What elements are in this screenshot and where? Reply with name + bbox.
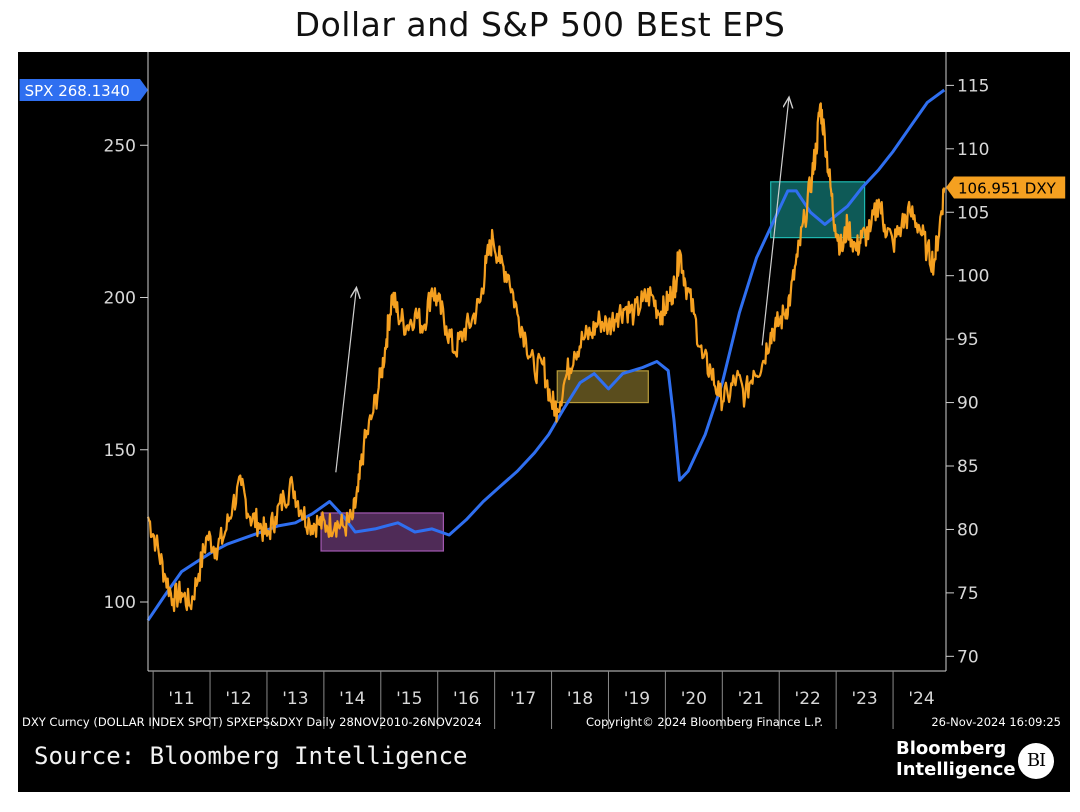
footer-copyright: Copyright© 2024 Bloomberg Finance L.P. bbox=[586, 715, 823, 729]
series-line-dxy bbox=[146, 102, 946, 613]
value-tag-text: SPX 268.1340 bbox=[25, 82, 130, 100]
x-tick-label: '20 bbox=[681, 689, 707, 709]
value-tag-shape bbox=[19, 79, 148, 102]
dollar-spx-eps-chart: 100 150 200 250 70 75 80 85 90 95 100 105 110 115 '11 '… bbox=[19, 52, 1066, 729]
footer-ticker-text: DXY Curncy (DOLLAR INDEX SPOT) SPXEPS&DX… bbox=[22, 715, 482, 729]
chart-title: Dollar and S&P 500 BEst EPS bbox=[294, 5, 786, 44]
highlight-box-1 bbox=[320, 512, 445, 552]
right-tick-label: 80 bbox=[957, 520, 979, 540]
left-tick-label: 250 bbox=[104, 136, 136, 156]
spx-last-value-tag: SPX 268.1340 bbox=[19, 79, 148, 102]
left-tick-label: 100 bbox=[104, 593, 136, 613]
chart-panel: 100 150 200 250 70 75 80 85 90 95 100 105 110 115 '11 '… bbox=[18, 52, 1070, 792]
series-line-spx bbox=[146, 88, 946, 622]
trend-arrow-2 bbox=[761, 98, 789, 346]
right-tick-label: 85 bbox=[957, 457, 979, 477]
x-tick-label: '15 bbox=[396, 689, 422, 709]
right-tick-label: 100 bbox=[957, 267, 989, 287]
left-tick-label: 150 bbox=[104, 441, 136, 461]
brand-line-1: Bloomberg bbox=[896, 738, 1007, 759]
right-tick-label: 110 bbox=[957, 140, 989, 160]
footer-timestamp: 26-Nov-2024 16:09:25 bbox=[931, 715, 1061, 729]
right-tick-label: 75 bbox=[957, 584, 979, 604]
left-tick-label: 200 bbox=[104, 289, 136, 309]
x-tick-label: '12 bbox=[225, 689, 251, 709]
trend-arrow-1 bbox=[335, 288, 356, 473]
brand-line-2: Intelligence bbox=[896, 759, 1016, 780]
bi-logo-icon: BI bbox=[1018, 743, 1054, 779]
right-tick-label: 105 bbox=[957, 203, 989, 223]
x-tick-label: '21 bbox=[738, 689, 764, 709]
value-tag-text: 106.951 DXY bbox=[958, 179, 1057, 197]
x-tick-label: '13 bbox=[282, 689, 308, 709]
x-tick-label: '22 bbox=[795, 689, 821, 709]
x-tick-label: '18 bbox=[567, 689, 593, 709]
x-tick-label: '23 bbox=[851, 689, 877, 709]
x-tick-label: '19 bbox=[624, 689, 650, 709]
value-tag-shape bbox=[946, 176, 1066, 199]
x-tick-label: '17 bbox=[510, 689, 536, 709]
right-tick-label: 70 bbox=[957, 647, 979, 667]
x-tick-label: '24 bbox=[908, 689, 934, 709]
dxy-last-value-tag: 106.951 DXY bbox=[946, 176, 1066, 199]
x-tick-label: '14 bbox=[339, 689, 365, 709]
brand-wordmark: Bloomberg Intelligence bbox=[896, 738, 1016, 780]
x-tick-label: '16 bbox=[453, 689, 479, 709]
source-text: Source: Bloomberg Intelligence bbox=[34, 742, 468, 770]
x-tick-label: '11 bbox=[168, 689, 194, 709]
right-tick-label: 95 bbox=[957, 330, 979, 350]
right-tick-label: 115 bbox=[957, 76, 989, 96]
right-tick-label: 90 bbox=[957, 394, 979, 414]
